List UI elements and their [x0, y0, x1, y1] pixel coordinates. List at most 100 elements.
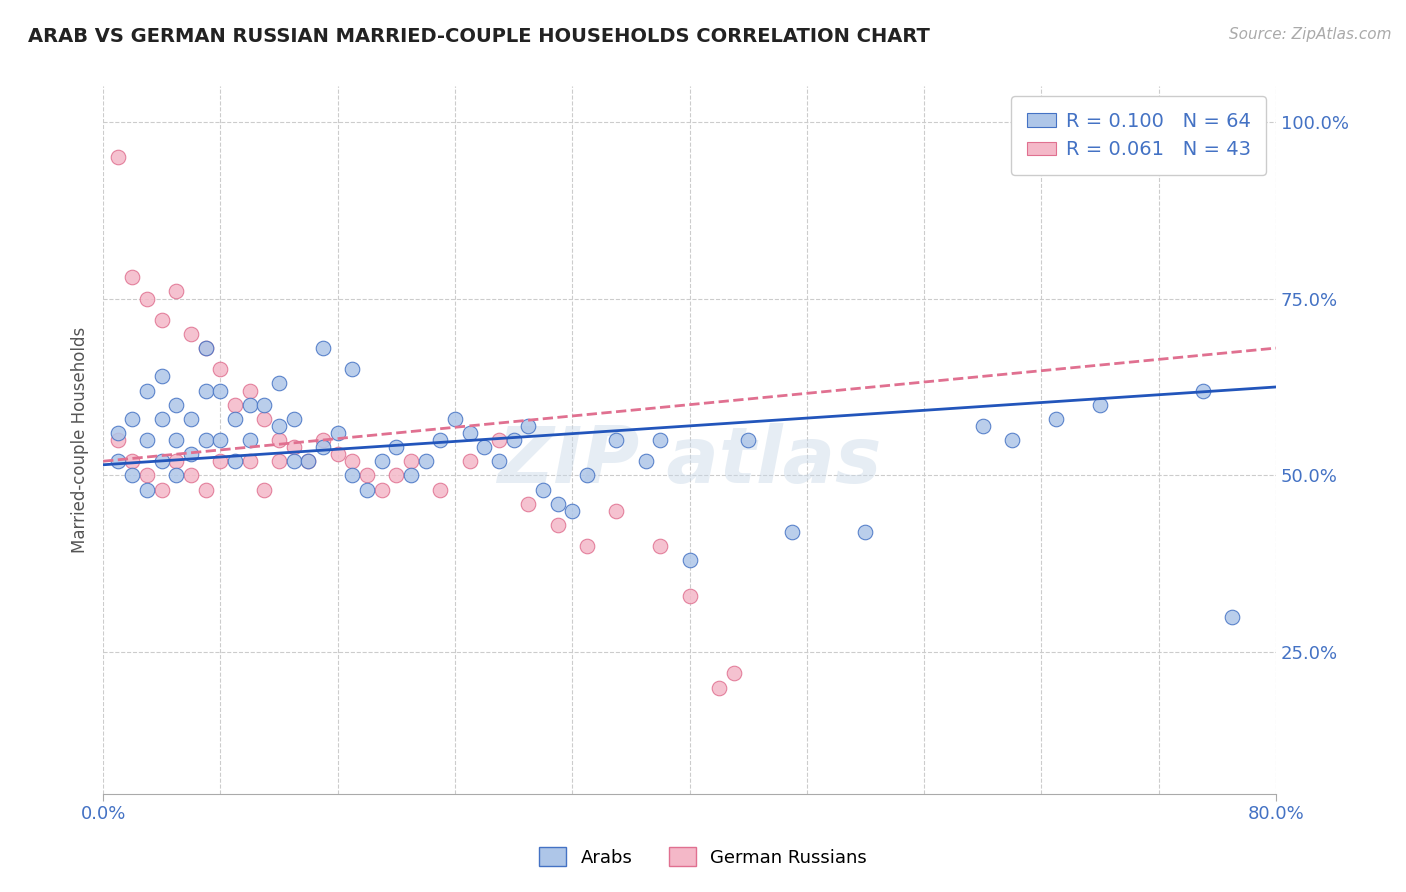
Point [209, 384, 232, 398]
Point [267, 376, 290, 391]
Point [150, 369, 173, 384]
Point [194, 433, 217, 447]
Point [283, 412, 305, 426]
Point [253, 398, 276, 412]
Point [605, 433, 627, 447]
Point [399, 468, 422, 483]
Point [239, 433, 262, 447]
Point [107, 454, 129, 468]
Point [107, 433, 129, 447]
Point [458, 425, 481, 440]
Point [224, 398, 246, 412]
Point [180, 468, 202, 483]
Point [136, 433, 159, 447]
Point [370, 454, 392, 468]
Point [194, 341, 217, 355]
Point [707, 681, 730, 695]
Point [180, 447, 202, 461]
Point [165, 468, 187, 483]
Point [107, 425, 129, 440]
Point [385, 468, 408, 483]
Point [297, 454, 319, 468]
Point [429, 483, 451, 497]
Point [121, 412, 143, 426]
Point [267, 433, 290, 447]
Point [239, 454, 262, 468]
Point [326, 447, 349, 461]
Point [678, 553, 700, 567]
Point [415, 454, 437, 468]
Point [121, 454, 143, 468]
Point [650, 433, 672, 447]
Point [517, 497, 540, 511]
Point [194, 341, 217, 355]
Point [253, 412, 276, 426]
Point [356, 483, 378, 497]
Point [267, 418, 290, 433]
Point [855, 524, 877, 539]
Point [150, 454, 173, 468]
Point [165, 285, 187, 299]
Point [531, 483, 554, 497]
Point [297, 454, 319, 468]
Point [444, 412, 467, 426]
Point [1088, 398, 1111, 412]
Text: Source: ZipAtlas.com: Source: ZipAtlas.com [1229, 27, 1392, 42]
Point [209, 454, 232, 468]
Point [121, 270, 143, 285]
Point [737, 433, 759, 447]
Point [150, 412, 173, 426]
Point [399, 454, 422, 468]
Point [575, 539, 598, 553]
Point [194, 384, 217, 398]
Point [723, 666, 745, 681]
Point [283, 440, 305, 454]
Point [165, 398, 187, 412]
Text: ZIP atlas: ZIP atlas [498, 423, 882, 500]
Point [650, 539, 672, 553]
Point [342, 468, 364, 483]
Point [107, 150, 129, 164]
Point [224, 412, 246, 426]
Point [502, 433, 524, 447]
Legend: R = 0.100   N = 64, R = 0.061   N = 43: R = 0.100 N = 64, R = 0.061 N = 43 [1011, 96, 1267, 175]
Point [283, 454, 305, 468]
Point [209, 433, 232, 447]
Point [1001, 433, 1024, 447]
Point [605, 504, 627, 518]
Point [342, 454, 364, 468]
Point [180, 326, 202, 341]
Point [121, 468, 143, 483]
Point [547, 497, 569, 511]
Point [165, 454, 187, 468]
Point [429, 433, 451, 447]
Point [136, 483, 159, 497]
Point [209, 362, 232, 376]
Point [224, 454, 246, 468]
Point [239, 398, 262, 412]
Point [1220, 610, 1243, 624]
Point [150, 312, 173, 326]
Point [239, 384, 262, 398]
Legend: Arabs, German Russians: Arabs, German Russians [531, 840, 875, 874]
Point [356, 468, 378, 483]
Point [194, 483, 217, 497]
Point [312, 341, 335, 355]
Point [136, 292, 159, 306]
Point [634, 454, 657, 468]
Point [780, 524, 803, 539]
Point [267, 454, 290, 468]
Point [547, 517, 569, 532]
Point [1045, 412, 1067, 426]
Point [165, 433, 187, 447]
Text: ARAB VS GERMAN RUSSIAN MARRIED-COUPLE HOUSEHOLDS CORRELATION CHART: ARAB VS GERMAN RUSSIAN MARRIED-COUPLE HO… [28, 27, 929, 45]
Point [1191, 384, 1213, 398]
Point [136, 384, 159, 398]
Point [342, 362, 364, 376]
Point [253, 483, 276, 497]
Point [312, 440, 335, 454]
Point [517, 418, 540, 433]
Point [488, 454, 510, 468]
Point [488, 433, 510, 447]
Point [150, 483, 173, 497]
